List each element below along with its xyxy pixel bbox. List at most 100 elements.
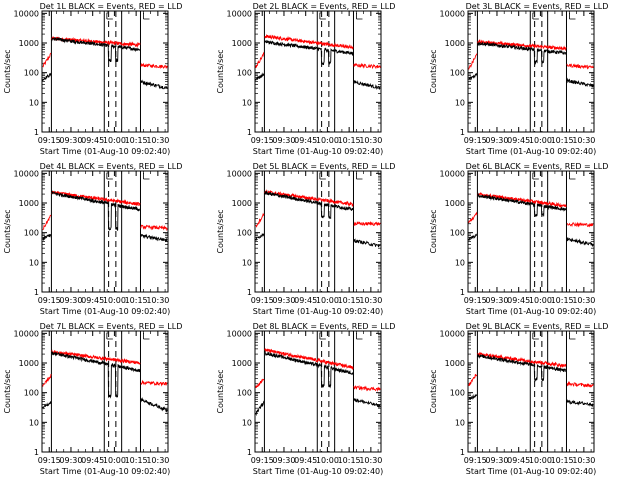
lld-series xyxy=(469,375,477,387)
x-tick-label: 10:00 xyxy=(316,456,339,465)
events-series xyxy=(141,398,168,411)
panel-title: Det 9L BLACK = Events, RED = LLD xyxy=(466,322,609,331)
y-tick-label: 100 xyxy=(24,389,39,398)
events-series xyxy=(256,74,264,81)
x-tick-label: 10:00 xyxy=(316,296,339,305)
events-series xyxy=(141,234,168,241)
x-tick-label: 09:45 xyxy=(294,296,317,305)
x-tick-label: 09:30 xyxy=(485,136,508,145)
events-series xyxy=(43,73,51,81)
x-tick-label: 09:30 xyxy=(485,296,508,305)
S-flag xyxy=(532,173,539,180)
E-flag xyxy=(143,333,150,340)
x-tick-label: 09:15 xyxy=(251,296,274,305)
x-tick-label: 09:45 xyxy=(507,136,530,145)
y-tick-label: 10 xyxy=(29,418,39,427)
panel-title: Det 5L BLACK = Events, RED = LLD xyxy=(253,162,396,171)
x-tick-label: 09:45 xyxy=(81,456,104,465)
y-tick-label: 10 xyxy=(455,258,465,267)
y-axis-label: Counts/sec xyxy=(429,209,438,253)
events-series xyxy=(52,192,140,231)
S-flag xyxy=(319,333,326,340)
y-tick-label: 10000 xyxy=(440,9,465,18)
x-tick-label: 10:15 xyxy=(551,296,574,305)
lld-series xyxy=(256,214,264,227)
x-axis-label: Start Time (01-Aug-10 09:02:40) xyxy=(40,147,171,156)
y-tick-label: 10000 xyxy=(14,169,39,178)
events-series xyxy=(478,42,566,63)
panel-title: Det 2L BLACK = Events, RED = LLD xyxy=(253,2,396,11)
y-tick-label: 100 xyxy=(24,229,39,238)
y-tick-label: 1 xyxy=(247,448,252,457)
events-series xyxy=(43,234,51,239)
plot-frame xyxy=(467,330,595,453)
x-tick-label: 09:30 xyxy=(272,296,295,305)
E-flag xyxy=(569,173,576,180)
x-tick-label: 10:30 xyxy=(146,136,169,145)
x-axis-label: Start Time (01-Aug-10 09:02:40) xyxy=(466,307,597,316)
E-flag xyxy=(569,333,576,340)
lld-series xyxy=(567,64,594,69)
y-tick-label: 10000 xyxy=(14,329,39,338)
x-tick-label: 10:30 xyxy=(359,136,382,145)
panel-5: Det 5L BLACK = Events, RED = LLD 1 10 100 10… xyxy=(216,162,395,316)
lld-series xyxy=(567,383,594,388)
panel-title: Det 4L BLACK = Events, RED = LLD xyxy=(40,162,183,171)
y-tick-label: 10 xyxy=(455,418,465,427)
panel-9: Det 9L BLACK = Events, RED = LLD 1 10 100 10… xyxy=(429,322,608,476)
E-flag xyxy=(143,173,150,180)
x-axis-label: Start Time (01-Aug-10 09:02:40) xyxy=(253,467,384,476)
y-tick-label: 10000 xyxy=(440,169,465,178)
y-axis-label: Counts/sec xyxy=(3,209,12,253)
events-series xyxy=(478,194,566,216)
events-series xyxy=(265,41,353,66)
x-axis-label: Start Time (01-Aug-10 09:02:40) xyxy=(253,307,384,316)
plot-frame xyxy=(254,170,382,293)
panel-7: Det 7L BLACK = Events, RED = LLD 1 10 100 10… xyxy=(3,322,182,476)
panel-3: Det 3L BLACK = Events, RED = LLD 1 10 100 10… xyxy=(429,2,608,156)
events-series xyxy=(567,238,594,245)
lld-series xyxy=(52,37,140,47)
events-series xyxy=(52,38,140,62)
y-tick-label: 10 xyxy=(29,98,39,107)
S-flag xyxy=(106,173,113,180)
lld-series xyxy=(478,353,566,367)
y-axis-label: Counts/sec xyxy=(216,49,225,93)
y-axis-label: Counts/sec xyxy=(3,369,12,413)
y-tick-label: 100 xyxy=(450,69,465,78)
panel-1: Det 1L BLACK = Events, RED = LLD 1 10 100 10… xyxy=(3,2,182,156)
y-tick-label: 1000 xyxy=(232,199,252,208)
y-axis-label: Counts/sec xyxy=(429,369,438,413)
panel-title: Det 7L BLACK = Events, RED = LLD xyxy=(40,322,183,331)
panel-2: Det 2L BLACK = Events, RED = LLD 1 10 100 10… xyxy=(216,2,395,156)
y-tick-label: 100 xyxy=(237,389,252,398)
x-tick-label: 09:45 xyxy=(81,296,104,305)
x-tick-label: 10:15 xyxy=(551,136,574,145)
x-tick-label: 09:15 xyxy=(251,456,274,465)
x-tick-label: 10:00 xyxy=(103,136,126,145)
y-tick-label: 1 xyxy=(34,448,39,457)
y-axis-label: Counts/sec xyxy=(216,369,225,413)
S-flag xyxy=(106,13,113,20)
y-tick-label: 10 xyxy=(242,258,252,267)
lld-series xyxy=(43,215,51,230)
events-series xyxy=(52,352,140,397)
y-tick-label: 1 xyxy=(34,288,39,297)
x-axis-label: Start Time (01-Aug-10 09:02:40) xyxy=(466,467,597,476)
x-axis-label: Start Time (01-Aug-10 09:02:40) xyxy=(466,147,597,156)
lld-series xyxy=(52,191,140,206)
lld-series xyxy=(469,213,477,223)
y-tick-label: 10000 xyxy=(227,169,252,178)
x-tick-label: 09:45 xyxy=(294,136,317,145)
events-series xyxy=(265,192,353,219)
x-tick-label: 09:45 xyxy=(294,456,317,465)
lld-series xyxy=(43,374,51,387)
x-tick-label: 10:15 xyxy=(338,456,361,465)
events-series xyxy=(354,240,381,248)
plot-frame xyxy=(254,10,382,133)
panel-title: Det 1L BLACK = Events, RED = LLD xyxy=(40,2,183,11)
x-axis-label: Start Time (01-Aug-10 09:02:40) xyxy=(40,467,171,476)
y-tick-label: 1 xyxy=(460,288,465,297)
x-tick-label: 09:15 xyxy=(38,456,61,465)
